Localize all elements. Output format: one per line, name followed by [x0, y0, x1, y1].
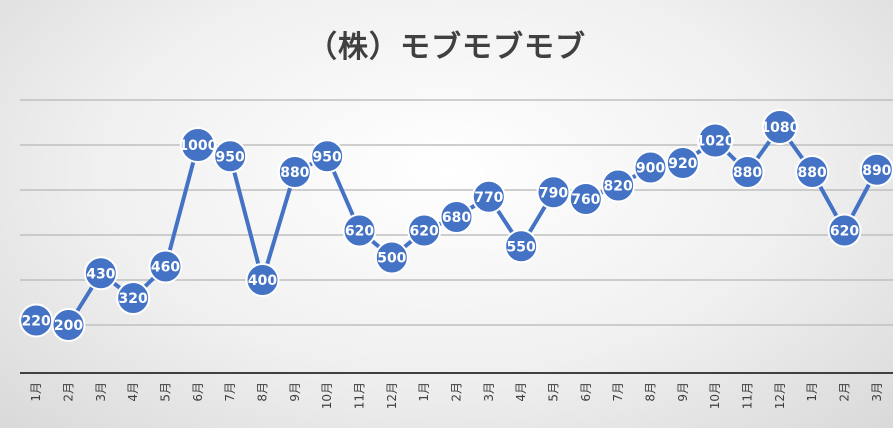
x-tick-label: 2月	[450, 382, 464, 402]
x-tick-label: 1月	[29, 382, 43, 402]
data-label: 790	[539, 185, 568, 201]
data-label: 770	[474, 190, 503, 206]
data-label: 200	[54, 318, 83, 334]
x-tick-label: 11月	[741, 382, 755, 409]
x-tick-label: 9月	[676, 382, 690, 402]
data-point	[277, 155, 312, 189]
data-label: 620	[345, 224, 374, 240]
x-tick-label: 8月	[644, 382, 658, 402]
data-point	[536, 175, 571, 210]
x-tick-label: 11月	[353, 382, 367, 409]
data-label: 760	[571, 192, 600, 208]
data-point	[245, 263, 280, 297]
x-tick-label: 8月	[256, 382, 270, 402]
data-label: 500	[377, 251, 406, 267]
data-label: 220	[22, 314, 51, 330]
x-tick-label: 3月	[482, 382, 496, 402]
data-point	[730, 155, 765, 189]
data-point	[51, 308, 86, 342]
data-point	[213, 139, 248, 174]
data-point	[374, 240, 409, 275]
x-tick-label: 3月	[94, 382, 108, 402]
data-label: 620	[410, 224, 439, 240]
x-tick-label: 2月	[62, 382, 76, 402]
data-label: 620	[830, 224, 859, 240]
x-tick-label: 2月	[838, 382, 852, 402]
x-tick-label: 9月	[288, 382, 302, 402]
data-label: 1000	[178, 138, 217, 154]
data-point	[568, 182, 603, 216]
data-label: 950	[313, 149, 342, 165]
data-point	[116, 281, 151, 315]
data-label: 1080	[760, 120, 799, 136]
data-label: 880	[798, 165, 827, 181]
x-tick-label: 3月	[870, 382, 884, 402]
data-label: 680	[442, 210, 471, 226]
data-label: 890	[862, 163, 891, 179]
x-tick-label: 12月	[773, 382, 787, 409]
data-label: 550	[507, 239, 536, 255]
x-tick-label: 4月	[126, 382, 140, 402]
x-tick-label: 10月	[708, 382, 722, 409]
data-label: 880	[733, 165, 762, 181]
data-label: 320	[119, 291, 148, 307]
data-point	[439, 200, 474, 234]
data-point	[407, 213, 442, 248]
x-tick-label: 7月	[611, 382, 625, 402]
x-tick-label: 10月	[320, 382, 334, 409]
data-label: 820	[604, 179, 633, 195]
data-point	[761, 109, 798, 145]
data-point	[697, 122, 734, 159]
x-tick-label: 4月	[514, 382, 528, 402]
data-label: 950	[216, 149, 245, 165]
data-point	[504, 229, 539, 264]
x-tick-label: 5月	[159, 382, 173, 402]
data-point	[827, 213, 862, 248]
data-point	[342, 213, 377, 248]
data-label: 400	[248, 273, 277, 289]
data-label: 920	[668, 156, 697, 172]
x-tick-label: 12月	[385, 382, 399, 409]
data-label: 900	[636, 161, 665, 177]
data-label: 460	[151, 260, 180, 276]
x-tick-label: 1月	[805, 382, 819, 402]
data-point	[471, 179, 506, 214]
x-tick-label: 5月	[547, 382, 561, 402]
chart-title: （株）モブモブモブ	[307, 30, 586, 65]
data-label: 430	[86, 266, 115, 282]
data-point	[665, 146, 700, 180]
data-point	[795, 155, 830, 189]
data-point	[601, 168, 636, 203]
x-tick-label: 6月	[191, 382, 205, 402]
data-point	[83, 256, 118, 291]
x-tick-label: 6月	[579, 382, 593, 402]
data-point	[310, 139, 345, 174]
x-tick-label: 1月	[417, 382, 431, 402]
data-label: 880	[280, 165, 309, 181]
data-point	[179, 127, 216, 163]
data-point	[148, 249, 183, 284]
x-tick-label: 7月	[223, 382, 237, 402]
data-label: 1020	[696, 134, 735, 150]
